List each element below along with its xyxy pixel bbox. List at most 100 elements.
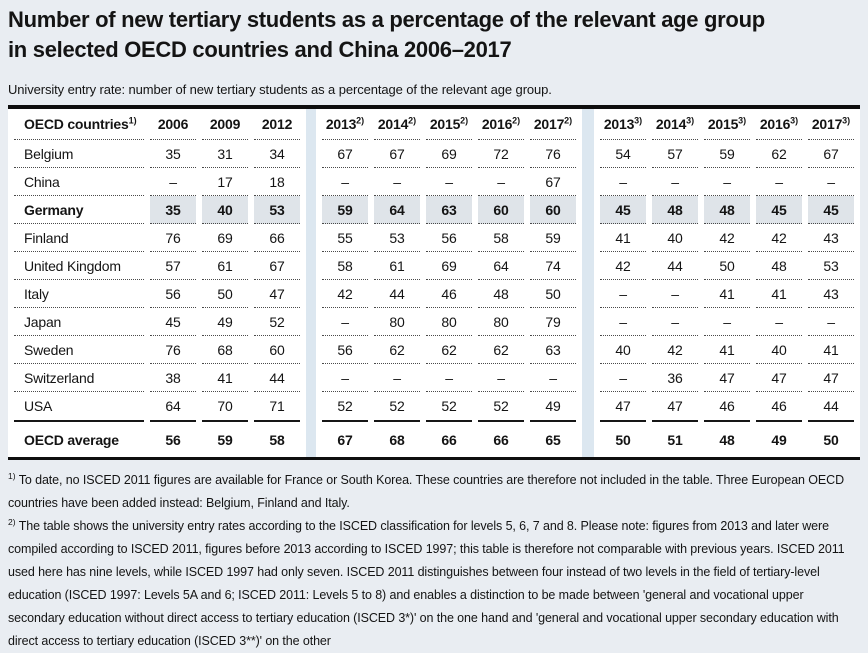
- value-cell: 67: [530, 168, 576, 196]
- oecd-average-row: OECD average 56 59 58 67 68 66 66 65 50 51 48 49 50: [14, 420, 854, 457]
- group-separator-band: [582, 252, 594, 280]
- value-cell: 34: [254, 140, 300, 168]
- value-cell: 41: [704, 336, 750, 364]
- value-cell: 40: [756, 336, 802, 364]
- value-cell: 48: [652, 196, 698, 224]
- value-cell: –: [150, 168, 196, 196]
- value-cell: 35: [150, 196, 196, 224]
- value-cell: 44: [823, 398, 839, 414]
- group-separator-band: [582, 224, 594, 252]
- country-cell: OECD average: [14, 420, 144, 457]
- table-row: Sweden 76 68 60 56 62 62 62 63 40 42 41 40 41: [14, 336, 854, 364]
- value-cell: 59: [202, 420, 248, 457]
- value-cell: 80: [426, 308, 472, 336]
- value-cell: 42: [322, 280, 368, 308]
- value-cell: 45: [808, 196, 854, 224]
- column-header-year: 20163): [756, 109, 802, 140]
- value-cell: 53: [374, 224, 420, 252]
- group-separator-band: [306, 140, 316, 168]
- value-cell: –: [756, 168, 802, 196]
- value-cell: 52: [493, 398, 509, 414]
- page-title: Number of new tertiary students as a per…: [8, 5, 860, 65]
- value-cell: 56: [150, 280, 196, 308]
- value-cell: 67: [808, 140, 854, 168]
- value-cell: 60: [478, 196, 524, 224]
- table-row: United Kingdom 57 61 67 58 61 69 64 74 42 44 50 48 53: [14, 252, 854, 280]
- column-header-countries: OECD countries1): [14, 109, 144, 140]
- column-header-year: 20153): [704, 109, 750, 140]
- value-cell: 44: [374, 280, 420, 308]
- title-line-1: Number of new tertiary students as a per…: [8, 7, 765, 32]
- table-body: Belgium 35 31 34 67 67 69 72 76 54 57 59 62 67 China –1…: [14, 140, 854, 457]
- column-header-year: 2012: [254, 109, 300, 140]
- value-cell: 31: [202, 140, 248, 168]
- value-cell: 52: [337, 398, 353, 414]
- value-cell: 40: [652, 224, 698, 252]
- column-header-year: 20173): [808, 109, 854, 140]
- country-cell: Switzerland: [14, 364, 144, 392]
- value-cell: –: [322, 308, 368, 336]
- value-cell: –: [374, 168, 420, 196]
- column-header-year: 2009: [202, 109, 248, 140]
- country-cell: United Kingdom: [14, 252, 144, 280]
- value-cell: 53: [254, 196, 300, 224]
- value-cell: 53: [808, 252, 854, 280]
- column-header-year: 20133): [600, 109, 646, 140]
- value-cell: –: [426, 168, 472, 196]
- data-table-container: OECD countries1) 2006 2009 2012 20132) 20142)…: [8, 105, 860, 460]
- value-cell: 59: [530, 224, 576, 252]
- group-separator-band: [582, 336, 594, 364]
- value-cell: 50: [530, 280, 576, 308]
- group-separator-band: [306, 308, 316, 336]
- value-cell: 46: [771, 398, 787, 414]
- group-separator-band: [306, 392, 316, 420]
- value-cell: 58: [254, 420, 300, 457]
- value-cell: 42: [652, 336, 698, 364]
- value-cell: –: [426, 364, 472, 392]
- value-cell: 49: [756, 420, 802, 457]
- country-cell: Finland: [14, 224, 144, 252]
- value-cell: 36: [652, 364, 698, 392]
- value-cell: –: [600, 168, 646, 196]
- value-cell: 56: [150, 420, 196, 457]
- table-row: Switzerland 38 41 44– – – – – –36 47 47 47: [14, 364, 854, 392]
- group-separator-band: [582, 364, 594, 392]
- column-header-year: 20172): [530, 109, 576, 140]
- group-separator-band: [582, 140, 594, 168]
- group-separator-band: [582, 168, 594, 196]
- value-cell: 67: [322, 140, 368, 168]
- country-cell: Italy: [14, 280, 144, 308]
- value-cell: 72: [478, 140, 524, 168]
- footnote-2: 2) The table shows the university entry …: [8, 515, 860, 653]
- value-cell: 47: [254, 280, 300, 308]
- value-cell: 40: [600, 336, 646, 364]
- country-cell: Belgium: [14, 140, 144, 168]
- table-row: Finland 76 69 66 55 53 56 58 59 41 40 42 42 43: [14, 224, 854, 252]
- value-cell: 41: [808, 336, 854, 364]
- value-cell: 48: [704, 420, 750, 457]
- value-cell: 61: [202, 252, 248, 280]
- value-cell: –: [652, 308, 698, 336]
- group-separator-band: [306, 224, 316, 252]
- group-separator-band: [582, 280, 594, 308]
- value-cell: 76: [150, 336, 196, 364]
- value-cell: 56: [322, 336, 368, 364]
- column-header-year: 20152): [426, 109, 472, 140]
- value-cell: 57: [652, 140, 698, 168]
- value-cell: –: [652, 280, 698, 308]
- entry-rate-table: OECD countries1) 2006 2009 2012 20132) 20142)…: [8, 109, 860, 457]
- value-cell: 76: [530, 140, 576, 168]
- value-cell: 61: [374, 252, 420, 280]
- value-cell: 64: [478, 252, 524, 280]
- table-header-row: OECD countries1) 2006 2009 2012 20132) 20142)…: [14, 109, 854, 140]
- group-separator-band: [306, 336, 316, 364]
- title-line-2: in selected OECD countries and China 200…: [8, 37, 512, 62]
- table-row: USA 64 70 71 52 52 52 52 49 47 47 46 46 44: [14, 392, 854, 420]
- country-cell: China: [14, 168, 144, 196]
- value-cell: 41: [704, 280, 750, 308]
- value-cell: 60: [530, 196, 576, 224]
- value-cell: 44: [254, 364, 300, 392]
- value-cell: –: [478, 364, 524, 392]
- group-separator-band: [582, 392, 594, 420]
- value-cell: 43: [808, 280, 854, 308]
